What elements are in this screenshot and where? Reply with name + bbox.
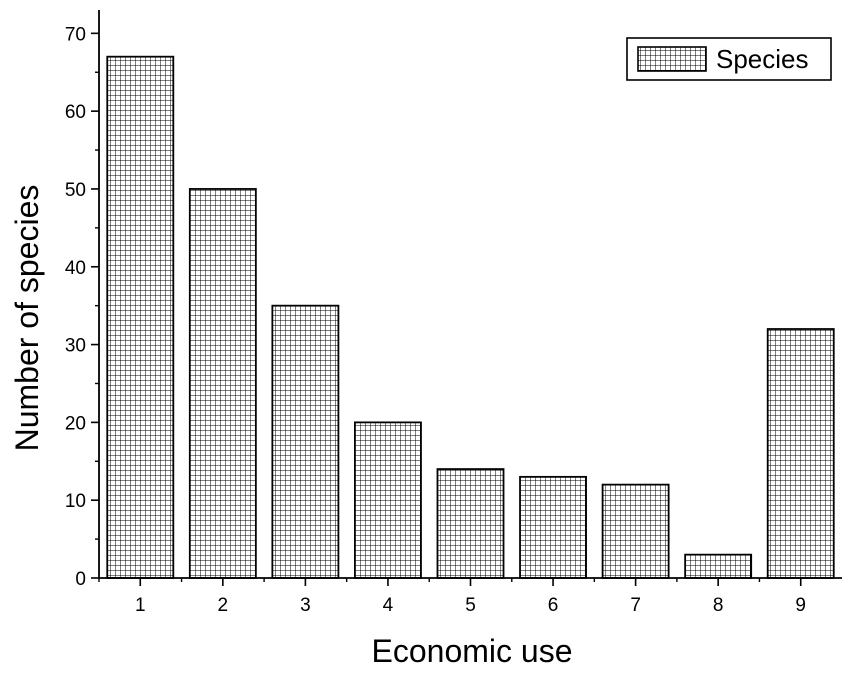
y-ticks: 0 10 20 30 40 50 60 70 [65,24,99,590]
x-tick-label: 3 [300,595,311,616]
bar-5 [436,468,505,579]
bar-7 [601,483,670,579]
bar-2 [188,188,257,579]
x-axis-title: Economic use [372,633,573,669]
bar-4 [354,421,422,579]
bar-3 [271,304,340,579]
bar-6 [519,475,587,579]
y-tick-label: 70 [65,24,86,45]
y-axis-title: Number of species [9,185,45,452]
y-tick-label: 20 [65,413,86,434]
y-tick-label: 40 [65,258,86,279]
legend-swatch [637,46,707,72]
x-tick-label: 2 [218,595,229,616]
x-tick-label: 4 [383,595,394,616]
y-tick-label: 30 [65,336,86,357]
y-tick-label: 60 [65,102,86,123]
x-tick-label: 5 [465,595,476,616]
y-tick-label: 10 [65,491,86,512]
legend-label-species: Species [716,44,809,74]
x-tick-label: 9 [795,595,806,616]
x-ticks: 1 2 3 4 5 6 7 8 9 [98,578,806,616]
x-tick-label: 1 [135,595,146,616]
x-tick-label: 7 [630,595,641,616]
y-tick-label: 0 [75,569,86,590]
bars-layer [106,55,835,579]
x-tick-label: 6 [548,595,559,616]
legend: Species [626,37,832,81]
bar-9 [766,328,835,579]
bar-1 [106,55,175,579]
x-tick-label: 8 [713,595,724,616]
y-tick-label: 50 [65,180,86,201]
bar-8 [684,553,753,579]
